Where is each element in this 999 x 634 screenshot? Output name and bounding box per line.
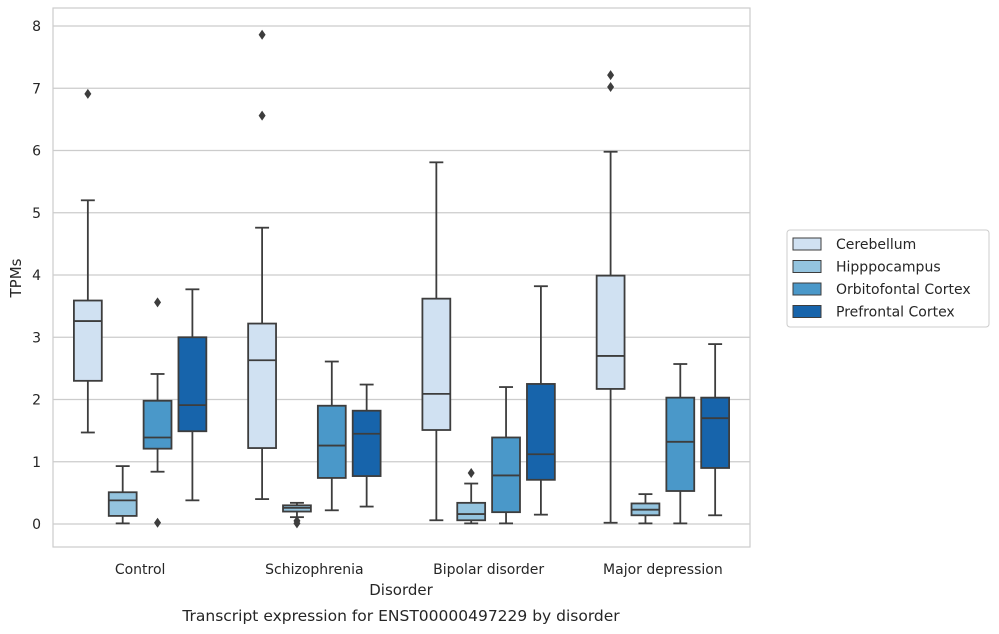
y-tick-label: 6: [32, 144, 41, 160]
outlier-point: [467, 467, 475, 478]
box-3-2: [526, 285, 556, 516]
box-1-1: [282, 501, 312, 529]
grid-lines: [53, 25, 750, 525]
outlier-point: [258, 29, 266, 40]
outlier-point: [607, 70, 615, 81]
y-tick-label: 4: [32, 268, 41, 284]
box-1-0: [107, 465, 138, 525]
legend-frame: [786, 229, 990, 328]
box-iqr: [526, 383, 556, 481]
box-2-3: [665, 363, 696, 525]
legend-label: Cerebellum: [836, 237, 916, 253]
legend-label: Orbitofontal Cortex: [836, 282, 971, 298]
y-axis-title: TPMs: [7, 258, 25, 298]
x-tick-label: Bipolar disorder: [433, 562, 544, 578]
box-0-0: [73, 88, 103, 434]
legend-label: Hipppocampus: [836, 260, 941, 276]
box-2-2: [491, 386, 521, 525]
y-tick-label: 0: [32, 517, 41, 533]
box-0-2: [421, 161, 452, 522]
box-iqr: [456, 501, 487, 522]
box-3-0: [177, 288, 208, 502]
box-2-1: [316, 360, 347, 512]
box-iqr: [73, 299, 103, 382]
box-iqr: [421, 297, 452, 431]
y-tick-label: 7: [32, 81, 41, 97]
plot-frame: [52, 7, 751, 548]
box-iqr: [351, 409, 382, 477]
box-iqr: [665, 396, 696, 492]
box-iqr: [177, 336, 208, 433]
legend: Cerebellum Hipppocampus Orbitofontal Corte…: [786, 229, 990, 328]
y-tick-label: 1: [32, 455, 41, 471]
plot-area: [53, 8, 750, 547]
box-iqr: [700, 396, 730, 469]
legend-swatch: [792, 260, 822, 273]
chart-caption: Transcript expression for ENST0000049722…: [181, 607, 620, 625]
legend-swatch: [792, 282, 822, 296]
y-tick-label: 2: [32, 393, 41, 409]
box-iqr: [595, 274, 626, 390]
x-axis-title: Disorder: [369, 581, 433, 599]
box-1-2: [456, 467, 487, 525]
legend-swatch: [792, 237, 822, 251]
y-tick-label: 5: [32, 206, 41, 222]
x-tick-label: Control: [115, 562, 166, 578]
box-iqr: [316, 404, 347, 479]
x-tick-label: Major depression: [603, 562, 723, 578]
outlier-point: [293, 515, 301, 526]
box-0-1: [247, 29, 277, 501]
box-3-3: [700, 343, 730, 517]
box-3-1: [351, 383, 382, 508]
boxes-group: [73, 29, 730, 529]
outlier-point: [258, 110, 266, 121]
box-0-3: [595, 70, 626, 524]
y-tick-label: 8: [32, 19, 41, 35]
y-tick-label: 3: [32, 330, 41, 346]
legend-swatch: [792, 305, 822, 318]
x-tick-label: Schizophrenia: [265, 562, 363, 578]
box-iqr: [107, 491, 138, 517]
box-iqr: [247, 322, 277, 449]
box-2-0: [142, 297, 173, 528]
legend-label: Prefrontal Cortex: [836, 305, 955, 321]
outlier-point: [84, 88, 92, 99]
box-iqr: [142, 399, 173, 450]
outlier-point: [154, 297, 162, 308]
x-tick-labels: Control Schizophrenia Bipolar disorder Majo…: [115, 562, 723, 578]
outlier-point: [607, 82, 615, 93]
box-1-3: [630, 493, 661, 525]
y-tick-labels: 0 1 2 3 4 5 6 7 8: [32, 19, 41, 533]
outlier-point: [154, 517, 162, 528]
